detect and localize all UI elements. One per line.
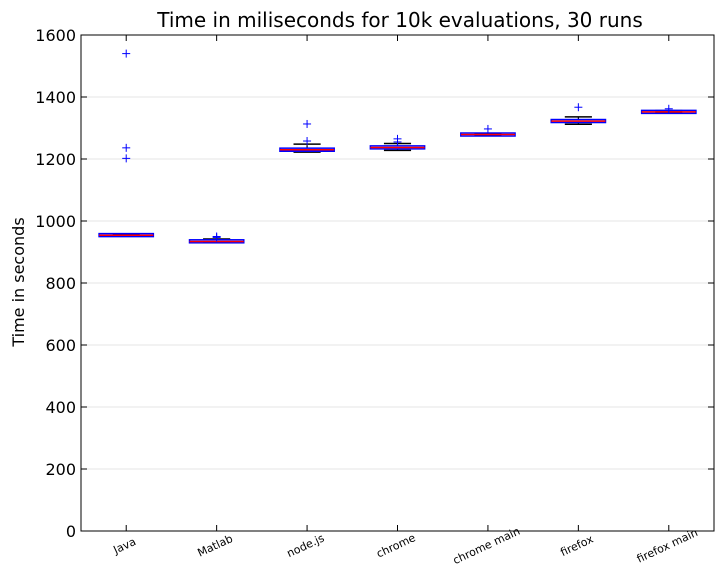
outlier-point [483,124,492,133]
y-tick-label: 600 [45,336,76,355]
outlier-point [303,119,312,128]
x-axis-ticks: Java Matlab node.js chrome chrome main firefo… [111,35,700,567]
y-tick-label: 0 [66,522,76,541]
y-tick-label: 400 [45,398,76,417]
y-tick-label: 800 [45,274,76,293]
outlier-point [122,154,131,163]
box-chrome-main [460,124,516,137]
x-tick-label: firefox [558,532,595,559]
y-tick-label: 1200 [35,150,76,169]
outlier-point [664,104,673,113]
box-java [98,49,155,238]
plot-frame [80,34,715,532]
x-tick-label: node.js [285,531,327,560]
outlier-point [574,103,583,112]
box-node-js [279,119,335,153]
y-axis-label: Time in seconds [9,217,28,347]
x-tick-label: chrome [374,531,417,560]
x-tick-label: firefox main [635,526,700,566]
grid-lines [81,96,714,470]
box-firefox-main [640,104,697,115]
box-matlab [188,232,245,244]
outlier-point [122,49,131,58]
x-tick-label: Java [111,535,138,557]
y-tick-label: 1600 [35,26,76,45]
x-tick-label: Matlab [196,532,235,560]
outlier-point [212,233,221,242]
outlier-point [122,143,131,152]
boxes [98,49,697,244]
y-tick-label: 200 [45,460,76,479]
box-firefox [550,103,607,126]
chart-title: Time in miliseconds for 10k evaluations,… [156,8,643,32]
outlier-point [303,137,312,146]
outlier-point [393,137,402,146]
y-tick-label: 1400 [35,88,76,107]
y-tick-label: 1000 [35,212,76,231]
y-axis-ticks: 0 200 400 600 800 1000 1200 1400 1600 [35,26,714,541]
box-chrome [369,134,426,152]
